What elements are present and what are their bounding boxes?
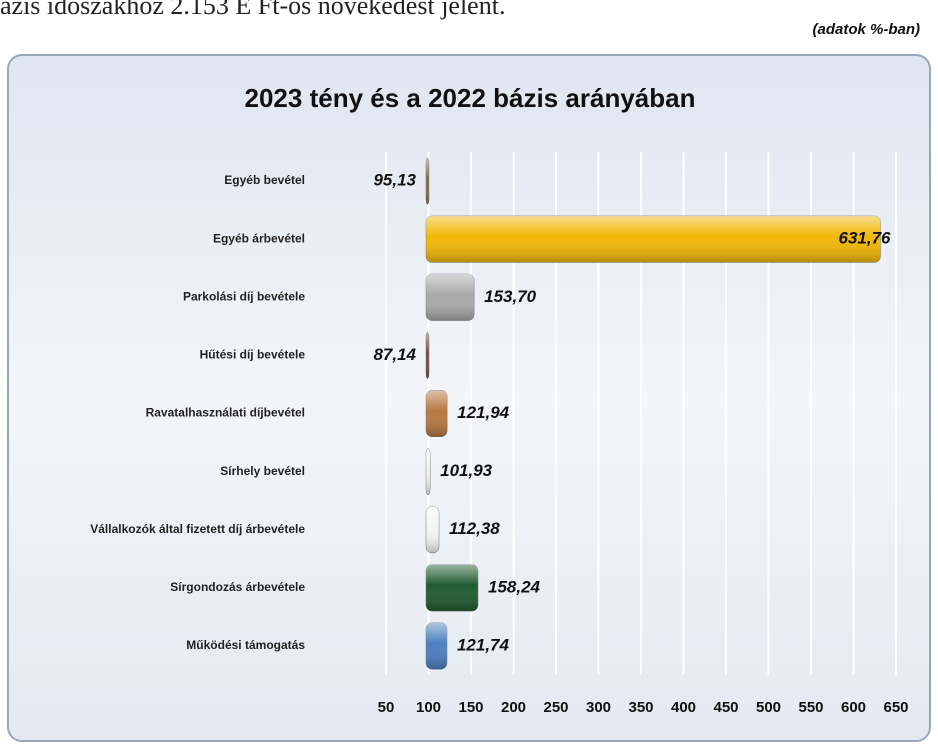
x-tick-label: 500 [756, 699, 781, 716]
value-label: 101,93 [440, 461, 493, 480]
category-label: Sírgondozás árbevétele [170, 580, 305, 594]
value-label: 87,14 [373, 345, 416, 364]
category-label: Egyéb bevétel [224, 173, 305, 187]
value-label: 631,76 [838, 229, 891, 248]
x-tick-label: 150 [458, 699, 483, 716]
x-tick-label: 300 [586, 699, 611, 716]
value-label: 112,38 [449, 519, 500, 538]
category-label: Hűtési díj bevétele [200, 348, 306, 362]
value-label: 153,70 [484, 287, 537, 306]
x-tick-label: 50 [378, 699, 395, 716]
value-label: 158,24 [488, 577, 541, 596]
bar-shine [426, 622, 447, 670]
x-tick-label: 400 [671, 699, 696, 716]
x-tick-label: 550 [798, 699, 823, 716]
bar-shine [426, 157, 429, 205]
bar-shine [426, 506, 440, 553]
value-label: 121,94 [457, 403, 510, 422]
bar-shine [426, 215, 881, 263]
x-tick-label: 650 [883, 699, 908, 716]
x-tick-label: 250 [543, 699, 568, 716]
category-label: Parkolási díj bevétele [183, 289, 305, 303]
category-label: Ravatalhasználati díjbevétel [146, 406, 305, 420]
x-tick-label: 200 [501, 699, 526, 716]
value-label: 95,13 [373, 171, 416, 190]
context-text: ázis időszakhoz 2.153 E Ft-os növekedést… [0, 0, 505, 20]
chart-title: 2023 tény és a 2022 bázis arányában [245, 83, 696, 113]
x-tick-label: 450 [713, 699, 738, 716]
category-label: Egyéb árbevétel [213, 231, 305, 245]
bar-shine [426, 564, 479, 612]
bar-shine [426, 274, 475, 321]
category-label: Működési támogatás [186, 638, 305, 652]
bar-shine [426, 448, 431, 495]
bar-shine [426, 332, 429, 379]
category-label: Vállalkozók által fizetett díj árbevétel… [90, 522, 305, 536]
bar-shine [426, 390, 448, 437]
x-tick-label: 350 [628, 699, 653, 716]
x-tick-label: 600 [841, 699, 866, 716]
category-label: Sírhely bevétel [220, 464, 305, 478]
plot: 50 100 150 200 250 300 350 400 450 500 550 600 650 Eg… [90, 152, 909, 716]
unit-note: (adatok %-ban) [812, 21, 920, 38]
x-tick-label: 100 [416, 699, 441, 716]
value-label: 121,74 [457, 635, 510, 654]
